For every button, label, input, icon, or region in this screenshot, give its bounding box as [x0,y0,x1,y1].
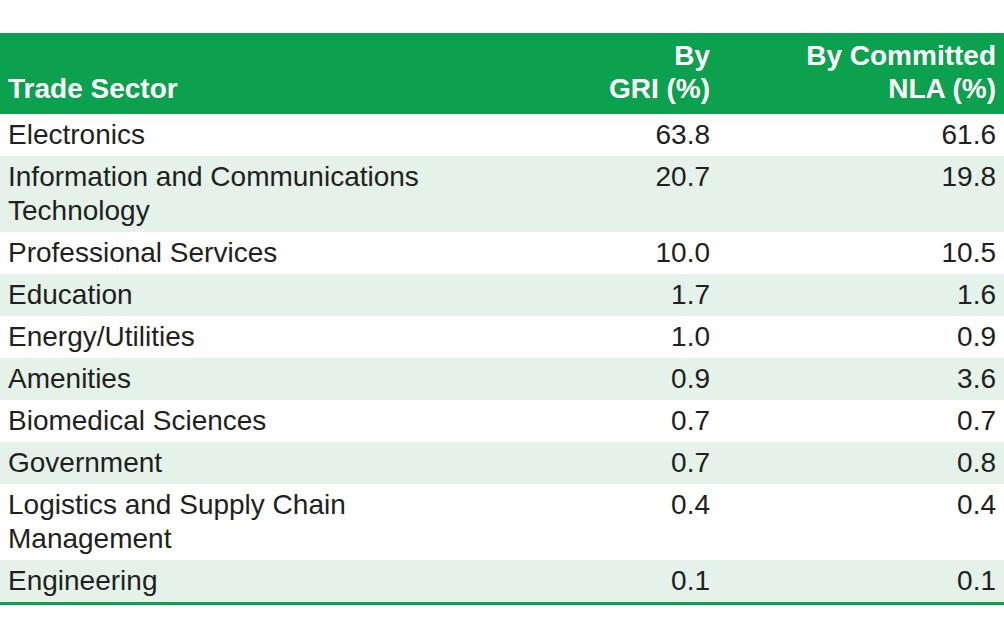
trade-sector-table: Trade Sector By GRI (%) By Committed NLA… [0,33,1004,605]
nla-cell: 10.5 [710,232,1004,274]
nla-cell: 19.8 [710,156,1004,232]
table-header-row: Trade Sector By GRI (%) By Committed NLA… [0,33,1004,114]
gri-cell: 0.9 [490,358,710,400]
sector-cell: Government [0,442,490,484]
column-header-trade-sector: Trade Sector [0,33,490,114]
sector-cell: Energy/Utilities [0,316,490,358]
table-row: Electronics63.861.6 [0,114,1004,156]
sector-cell: Biomedical Sciences [0,400,490,442]
sector-cell: Electronics [0,114,490,156]
table-row: Energy/Utilities1.00.9 [0,316,1004,358]
nla-cell: 61.6 [710,114,1004,156]
nla-cell: 0.7 [710,400,1004,442]
column-header-label: Trade Sector [8,72,490,105]
sector-cell: Professional Services [0,232,490,274]
column-header-label-line2: NLA (%) [710,72,996,105]
gri-cell: 0.7 [490,442,710,484]
table-row: Information and Communications Technolog… [0,156,1004,232]
nla-cell: 3.6 [710,358,1004,400]
gri-cell: 20.7 [490,156,710,232]
nla-cell: 1.6 [710,274,1004,316]
table-row: Biomedical Sciences0.70.7 [0,400,1004,442]
nla-cell: 0.8 [710,442,1004,484]
sector-cell: Amenities [0,358,490,400]
table-row: Engineering0.10.1 [0,560,1004,604]
column-header-by-committed-nla: By Committed NLA (%) [710,33,1004,114]
nla-cell: 0.1 [710,560,1004,604]
gri-cell: 10.0 [490,232,710,274]
column-header-label-line2: GRI (%) [490,72,710,105]
gri-cell: 0.4 [490,484,710,560]
column-header-label-line1: By Committed [710,39,996,72]
gri-cell: 63.8 [490,114,710,156]
table-row: Professional Services10.010.5 [0,232,1004,274]
table-body: Electronics63.861.6Information and Commu… [0,114,1004,604]
sector-cell: Education [0,274,490,316]
column-header-by-gri: By GRI (%) [490,33,710,114]
sector-cell: Engineering [0,560,490,604]
gri-cell: 0.7 [490,400,710,442]
gri-cell: 1.0 [490,316,710,358]
table-row: Government0.70.8 [0,442,1004,484]
table-row: Amenities0.93.6 [0,358,1004,400]
trade-sector-table-page: Trade Sector By GRI (%) By Committed NLA… [0,0,1004,620]
sector-cell: Logistics and Supply Chain Management [0,484,490,560]
table-row: Logistics and Supply Chain Management0.4… [0,484,1004,560]
column-header-label-line1: By [490,39,710,72]
nla-cell: 0.4 [710,484,1004,560]
gri-cell: 0.1 [490,560,710,604]
nla-cell: 0.9 [710,316,1004,358]
gri-cell: 1.7 [490,274,710,316]
sector-cell: Information and Communications Technolog… [0,156,490,232]
table-row: Education1.71.6 [0,274,1004,316]
